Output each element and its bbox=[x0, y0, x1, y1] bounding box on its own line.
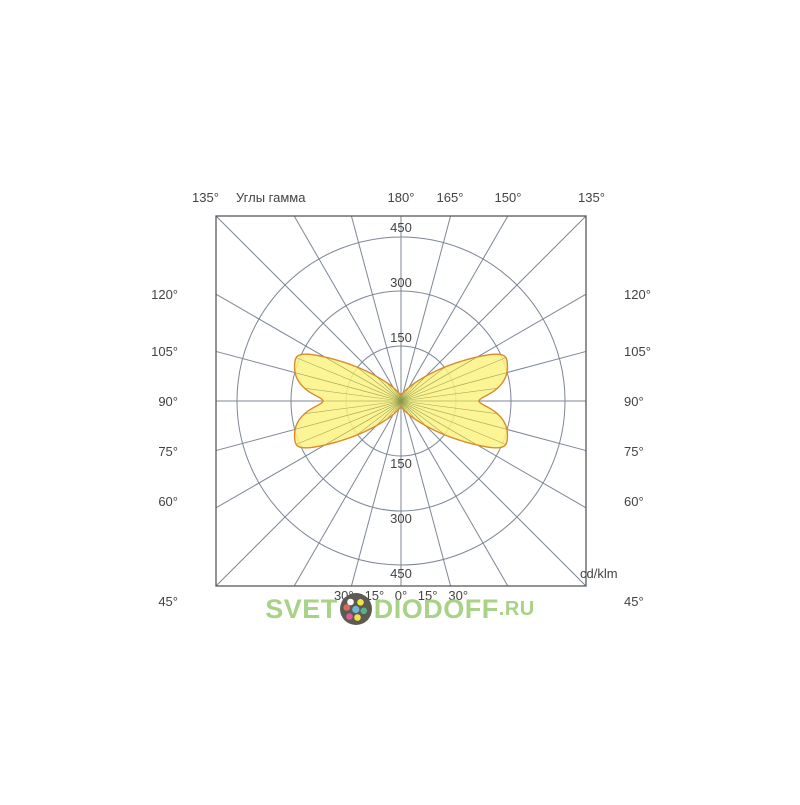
svg-text:105°: 105° bbox=[151, 344, 178, 359]
svg-text:150: 150 bbox=[390, 456, 412, 471]
svg-text:450: 450 bbox=[390, 220, 412, 235]
svg-text:300: 300 bbox=[390, 511, 412, 526]
svg-text:150: 150 bbox=[390, 330, 412, 345]
svg-text:60°: 60° bbox=[624, 494, 644, 509]
svg-text:150°: 150° bbox=[495, 190, 522, 205]
svg-text:180°: 180° bbox=[388, 190, 415, 205]
svg-text:450: 450 bbox=[390, 566, 412, 581]
svg-text:cd/klm: cd/klm bbox=[580, 566, 618, 581]
svg-text:75°: 75° bbox=[158, 444, 178, 459]
svg-text:60°: 60° bbox=[158, 494, 178, 509]
svg-text:75°: 75° bbox=[624, 444, 644, 459]
svg-text:105°: 105° bbox=[624, 344, 651, 359]
svg-text:135°: 135° bbox=[578, 190, 605, 205]
svg-text:Углы гамма: Углы гамма bbox=[236, 190, 306, 205]
svg-text:135°: 135° bbox=[192, 190, 219, 205]
svg-text:300: 300 bbox=[390, 275, 412, 290]
svg-text:165°: 165° bbox=[437, 190, 464, 205]
svg-text:90°: 90° bbox=[158, 394, 178, 409]
svg-text:120°: 120° bbox=[624, 287, 651, 302]
svg-text:90°: 90° bbox=[624, 394, 644, 409]
svg-text:120°: 120° bbox=[151, 287, 178, 302]
